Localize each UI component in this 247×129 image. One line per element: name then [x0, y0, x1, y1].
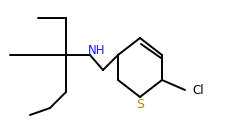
Text: NH: NH — [88, 43, 106, 57]
Text: S: S — [136, 98, 144, 111]
Text: Cl: Cl — [192, 83, 204, 96]
